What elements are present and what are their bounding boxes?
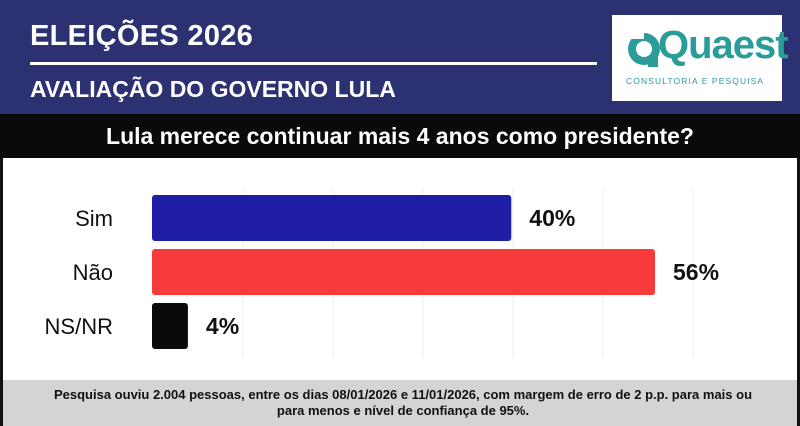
quaest-logo: Quaest CONSULTORIA E PESQUISA bbox=[612, 15, 789, 101]
header-banner: ELEIÇÕES 2026 AVALIAÇÃO DO GOVERNO LULA … bbox=[0, 0, 800, 114]
question-text: Lula merece continuar mais 4 anos como p… bbox=[106, 123, 694, 149]
value-label: 4% bbox=[206, 313, 239, 339]
value-label: 40% bbox=[529, 205, 575, 231]
category-label: NS/NR bbox=[45, 314, 113, 339]
logo-wordmark: Quaest bbox=[658, 23, 789, 67]
bar bbox=[152, 195, 512, 241]
methodology-note: Pesquisa ouviu 2.004 pessoas, entre os d… bbox=[53, 387, 753, 418]
bar bbox=[152, 249, 655, 295]
logo-tagline: CONSULTORIA E PESQUISA bbox=[626, 76, 765, 86]
bar bbox=[152, 303, 188, 349]
question-bar: Lula merece continuar mais 4 anos como p… bbox=[0, 114, 800, 158]
footer-bar: Pesquisa ouviu 2.004 pessoas, entre os d… bbox=[0, 380, 800, 426]
value-label: 56% bbox=[673, 259, 719, 285]
logo-mark-icon bbox=[628, 31, 660, 67]
title-divider bbox=[30, 62, 597, 65]
bar-chart: Sim 40% Não 56% NS/NR 4% bbox=[45, 188, 719, 358]
category-label: Sim bbox=[75, 206, 113, 231]
chart-panel: Sim 40% Não 56% NS/NR 4% bbox=[0, 158, 800, 380]
category-label: Não bbox=[73, 260, 113, 285]
page-title: ELEIÇÕES 2026 bbox=[30, 20, 254, 52]
page-subtitle: AVALIAÇÃO DO GOVERNO LULA bbox=[30, 76, 396, 102]
